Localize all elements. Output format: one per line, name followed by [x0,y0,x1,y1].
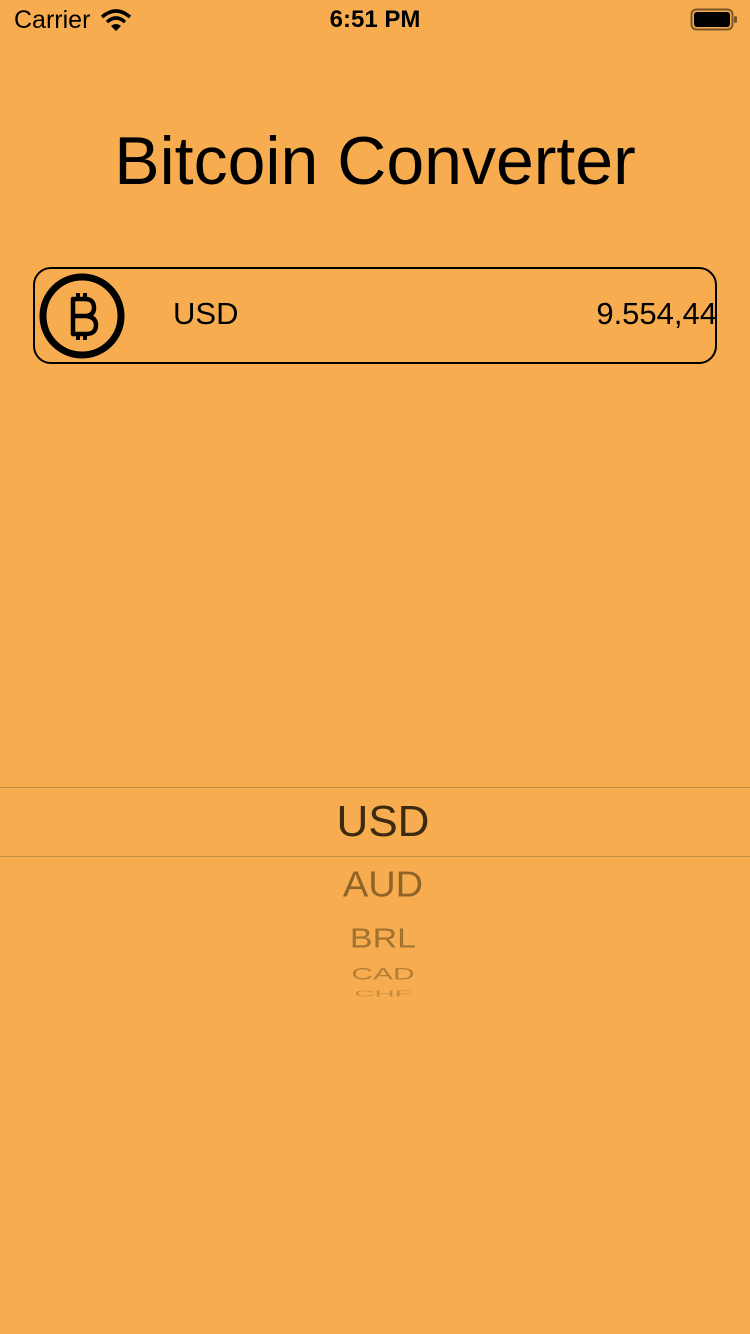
picker-selected[interactable]: USD [336,797,430,846]
picker-item[interactable]: BRL [349,923,417,955]
clock: 6:51 PM [329,6,421,33]
picker-line [0,856,750,857]
rate-card [33,267,717,364]
title: Bitcoin Converter [114,123,636,199]
price-value: 9.554,44 [596,296,717,331]
bitcoin-icon [39,273,125,359]
wifi-icon [100,9,132,31]
picker-item[interactable]: CHF [354,989,412,997]
battery-icon [690,8,737,31]
picker-item[interactable]: CAD [351,965,415,984]
carrier: Carrier [14,6,91,34]
picker-line [0,787,750,788]
currency-label: USD [173,296,239,331]
picker-item[interactable]: AUD [342,865,424,905]
picker-rows: AUD BRL CAD CHF [0,857,750,997]
